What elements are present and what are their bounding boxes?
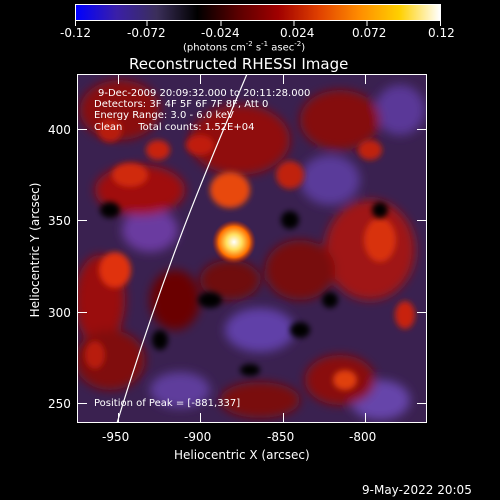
colorbar-tick-label: -0.024 — [201, 26, 240, 40]
peak-position: Position of Peak = [-881,337] — [94, 398, 241, 409]
x-axis-label: Heliocentric X (arcsec) — [174, 448, 310, 462]
info-energy-range: Energy Range: 3.0 - 6.0 keV — [94, 110, 234, 121]
y-tick-label: 350 — [48, 214, 71, 228]
colorbar-units: (photons cm-2 s-1 asec-2) — [183, 40, 306, 54]
footer-timestamp: 9-May-2022 20:05 — [362, 483, 472, 497]
colorbar-tick-label: -0.072 — [127, 26, 166, 40]
y-tick-label: 250 — [48, 397, 71, 411]
colorbar-tick-label: 0.072 — [352, 26, 387, 40]
y-tick-label: 300 — [48, 306, 71, 320]
x-tick-label: -900 — [184, 430, 212, 444]
y-axis-label: Heliocentric Y (arcsec) — [28, 182, 42, 318]
plot-title: Reconstructed RHESSI Image — [129, 55, 349, 73]
colorbar-tick-label: 0.024 — [280, 26, 315, 40]
x-tick-label: -800 — [349, 430, 377, 444]
x-tick-label: -950 — [102, 430, 130, 444]
plot-axes — [77, 74, 427, 423]
solar-limb — [116, 74, 248, 423]
colorbar-tick-label: 0.12 — [428, 26, 455, 40]
y-tick-label: 400 — [48, 123, 71, 137]
info-detectors: Detectors: 3F 4F 5F 6F 7F 8F, Att 0 — [94, 99, 269, 110]
x-tick-label: -850 — [267, 430, 295, 444]
colorbar-gradient — [75, 4, 441, 21]
info-time-range: 9-Dec-2009 20:09:32.000 to 20:11:28.000 — [98, 88, 311, 99]
peak-source — [212, 220, 256, 264]
colorbar-tick-label: -0.12 — [60, 26, 92, 40]
info-total-counts: Clean Total counts: 1.52E+04 — [94, 122, 255, 133]
